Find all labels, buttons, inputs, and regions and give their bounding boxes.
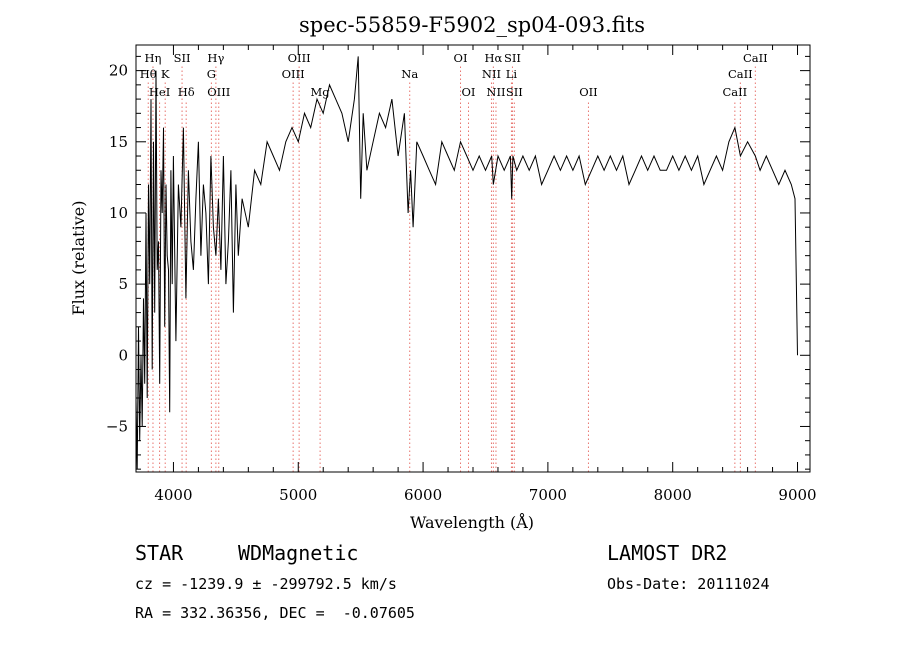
chart-title: spec-55859-F5902_sp04-093.fits <box>299 13 645 37</box>
survey-name: LAMOST DR2 <box>607 541 728 565</box>
y-tick-label: −5 <box>106 417 128 435</box>
x-tick-label: 7000 <box>529 486 567 504</box>
redshift-cz: cz = -1239.9 ± -299792.5 km/s <box>135 575 397 593</box>
x-tick-label: 9000 <box>778 486 816 504</box>
x-axis: 4000 5000 6000 7000 8000 9000 <box>154 45 817 504</box>
observation-date: Obs-Date: 20111024 <box>607 575 770 593</box>
line-marker-label: OII <box>579 85 598 99</box>
y-tick-label: 0 <box>118 346 128 364</box>
line-marker-label: G <box>207 67 216 81</box>
line-marker-label: OI <box>462 85 476 99</box>
y-tick-label: 20 <box>109 62 128 80</box>
y-axis: −5 0 5 10 15 20 <box>106 55 810 470</box>
line-marker-label: Hδ <box>178 85 195 99</box>
x-tick-label: 5000 <box>279 486 317 504</box>
line-marker-label: Li <box>506 67 518 81</box>
line-marker-label: Hη <box>145 51 162 65</box>
line-marker-label: SII <box>506 85 523 99</box>
line-marker-label: SII <box>174 51 191 65</box>
x-tick-label: 8000 <box>654 486 692 504</box>
line-marker-label: K <box>161 67 170 81</box>
line-marker-label: HeI <box>149 85 170 99</box>
line-marker-label: Na <box>401 67 418 81</box>
y-tick-label: 15 <box>109 133 128 151</box>
x-tick-label: 6000 <box>404 486 442 504</box>
coordinates: RA = 332.36356, DEC = -0.07605 <box>135 604 415 622</box>
spectrum-line <box>135 56 798 470</box>
line-marker-label: NII <box>486 85 505 99</box>
x-axis-title: Wavelength (Å) <box>410 512 534 532</box>
object-class: STAR <box>135 541 184 565</box>
line-marker-label: OI <box>454 51 468 65</box>
line-marker-label: Mg <box>311 85 331 99</box>
y-tick-label: 5 <box>118 275 128 293</box>
line-marker-label: NII <box>482 67 501 81</box>
line-marker-label: CaII <box>743 51 768 65</box>
line-marker-label: OIII <box>207 85 230 99</box>
y-tick-label: 10 <box>109 204 128 222</box>
line-marker-label: SII <box>504 51 521 65</box>
line-marker-label: OIII <box>282 67 305 81</box>
line-marker-label: Hθ <box>140 67 157 81</box>
line-marker-label: CaII <box>728 67 753 81</box>
line-marker-label: Hγ <box>207 51 224 65</box>
line-marker-label: OIII <box>288 51 311 65</box>
x-tick-label: 4000 <box>154 486 192 504</box>
line-marker-label: Hα <box>484 51 502 65</box>
object-subclass: WDMagnetic <box>238 541 359 565</box>
plot-frame <box>135 44 811 473</box>
y-axis-title: Flux (relative) <box>69 201 88 316</box>
line-marker-label: CaII <box>722 85 747 99</box>
